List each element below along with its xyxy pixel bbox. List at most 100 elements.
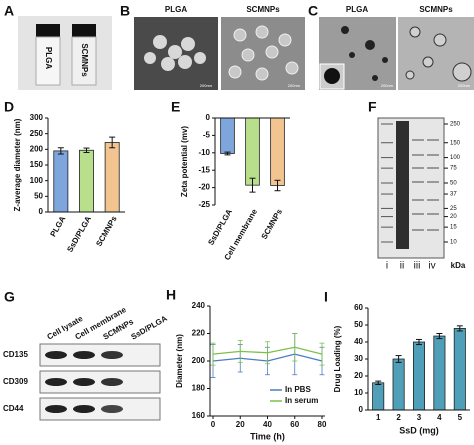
- marker-label: 100: [450, 155, 461, 161]
- scale-bar: 200nm: [381, 83, 394, 88]
- y-tick-label: 160: [192, 411, 206, 420]
- x-tick-label: 3: [417, 413, 422, 422]
- y-tick-label: 60: [354, 303, 363, 312]
- particles: [405, 26, 472, 82]
- marker-label: 10: [450, 240, 457, 246]
- y-tick-label: 250: [30, 129, 44, 138]
- y-tick-label: 0: [359, 405, 364, 414]
- marker-label: 25: [450, 206, 457, 212]
- bar: [220, 117, 235, 154]
- bar: [270, 117, 285, 186]
- y-axis-label: Diameter (nm): [175, 334, 184, 388]
- row-label: CD44: [3, 404, 24, 413]
- x-tick-label: 4: [437, 413, 442, 422]
- vial: [71, 36, 97, 86]
- y-tick-label: 20: [354, 371, 363, 380]
- gel: [377, 117, 445, 259]
- x-tick-label: 5: [458, 413, 463, 422]
- x-tick-label: 80: [318, 420, 327, 429]
- unit-label: kDa: [451, 261, 466, 270]
- panel-letter: G: [4, 289, 15, 305]
- particles: [144, 35, 206, 71]
- scale-bar: 200nm: [288, 83, 301, 88]
- y-tick-label: 150: [30, 160, 44, 169]
- lane-label: ii: [400, 261, 404, 272]
- y-tick-label: 180: [192, 384, 206, 393]
- panel-letter: H: [166, 287, 176, 303]
- bar: [372, 382, 385, 411]
- panel-letter: A: [4, 3, 14, 19]
- panel-letter: E: [171, 99, 180, 115]
- y-tick-label: 50: [34, 191, 43, 200]
- row-label: CD135: [3, 350, 28, 359]
- bar: [433, 335, 446, 411]
- y-tick-label: 240: [192, 301, 206, 310]
- x-tick-label: 20: [236, 420, 245, 429]
- marker-label: 250: [450, 122, 461, 128]
- x-tick-label: SCMNPs: [260, 207, 285, 241]
- bar: [53, 150, 69, 213]
- panel-letter: F: [368, 99, 377, 115]
- lane-label: iii: [414, 261, 421, 272]
- y-axis-label: Drug Loading (%): [333, 325, 342, 392]
- x-tick-label: 1: [376, 413, 381, 422]
- image-title: PLGA: [346, 5, 368, 14]
- particle: [324, 68, 340, 84]
- vial-label: SCMNPs: [80, 43, 89, 77]
- y-axis-label: Z-average diameter (nm): [13, 118, 22, 211]
- particles: [228, 25, 299, 81]
- legend-label: In PBS: [285, 385, 311, 394]
- bar: [412, 341, 426, 411]
- y-tick-label: 220: [192, 329, 206, 338]
- lane-smear: [396, 121, 409, 249]
- x-tick-label: 0: [211, 420, 216, 429]
- y-tick-label: -15: [198, 165, 210, 174]
- vial-cap: [36, 24, 60, 37]
- image-title: SCMNPs: [419, 5, 453, 14]
- vial-label: PLGA: [44, 47, 53, 69]
- legend-label: In serum: [285, 396, 318, 405]
- y-tick-label: 0: [39, 207, 44, 216]
- x-tick-label: SsD/PLGA: [65, 214, 93, 253]
- marker-label: 15: [450, 225, 457, 231]
- y-tick-label: 100: [30, 176, 44, 185]
- y-tick-label: 30: [354, 354, 363, 363]
- bar: [104, 142, 120, 213]
- column-label: SsD/PLGA: [130, 314, 169, 342]
- y-tick-label: 0: [206, 113, 211, 122]
- series-line: [212, 346, 323, 355]
- bar: [245, 117, 260, 186]
- marker-label: 37: [450, 192, 457, 198]
- panel-letter: I: [324, 289, 328, 305]
- image-title: SCMNPs: [246, 5, 280, 14]
- y-tick-label: -5: [203, 131, 211, 140]
- bar: [392, 358, 405, 411]
- y-tick-label: -10: [198, 148, 210, 157]
- panel-letter: C: [308, 3, 318, 19]
- particles: [341, 26, 388, 81]
- bar: [79, 149, 94, 213]
- x-tick-label: SsD/PLGA: [206, 207, 234, 246]
- scale-bar: 200nm: [200, 83, 213, 88]
- x-tick-label: SCMNPs: [94, 214, 119, 248]
- x-axis-label: Time (h): [250, 431, 285, 441]
- photo: [18, 16, 112, 90]
- y-axis-label: Zeta potential (mv): [180, 126, 189, 197]
- y-tick-label: 40: [354, 337, 363, 346]
- scale-bar: 200nm: [458, 83, 471, 88]
- x-tick-label: 2: [396, 413, 401, 422]
- y-tick-label: 200: [30, 144, 44, 153]
- panel-letter: B: [120, 3, 130, 19]
- marker-label: 50: [450, 181, 457, 187]
- marker-label: 20: [450, 214, 457, 220]
- bar: [453, 327, 466, 411]
- y-tick-label: 10: [354, 388, 363, 397]
- x-tick-label: PLGA: [48, 214, 67, 238]
- x-axis-label: SsD (mg): [399, 425, 439, 435]
- lane-bands: [412, 139, 439, 231]
- marker-label: 150: [450, 140, 461, 146]
- marker-label: 75: [450, 166, 457, 172]
- panel-letter: D: [4, 99, 14, 115]
- vial-cap: [72, 24, 96, 37]
